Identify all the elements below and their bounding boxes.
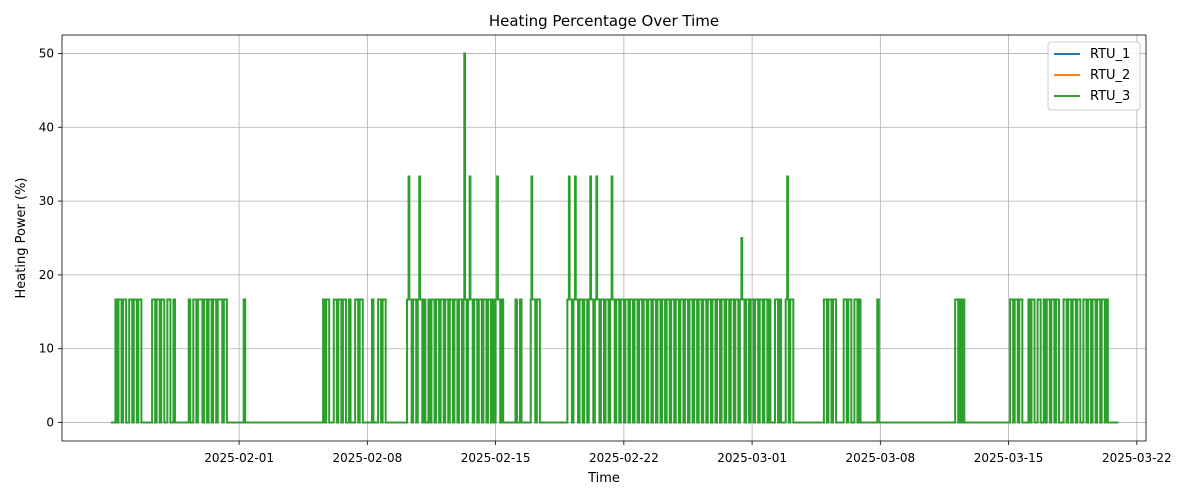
plot-frame — [61, 34, 1147, 442]
y-tick-label: 30 — [39, 194, 54, 208]
chart-title: Heating Percentage Over Time — [489, 12, 719, 30]
x-tick-label: 2025-03-08 — [845, 451, 915, 465]
legend-box — [1047, 41, 1141, 111]
y-tick-label: 20 — [39, 268, 54, 282]
y-tick-label: 50 — [39, 46, 54, 60]
x-tick-label: 2025-02-15 — [461, 451, 531, 465]
y-tick-label: 40 — [39, 120, 54, 134]
legend-label-rtu-2: RTU_2 — [1090, 68, 1130, 83]
legend-label-rtu-3: RTU_3 — [1090, 89, 1130, 104]
legend-label-rtu-1: RTU_1 — [1090, 47, 1130, 62]
series-line-rtu-3 — [110, 52, 1119, 424]
plot-lines — [110, 52, 1119, 424]
x-axis: 2025-02-01 2025-02-08 2025-02-15 2025-02-22… — [204, 441, 1172, 465]
y-tick-label: 10 — [39, 342, 54, 356]
y-axis: 0 10 20 30 40 50 — [39, 46, 62, 430]
y-tick-label: 0 — [46, 416, 54, 430]
legend: RTU_1 RTU_2 RTU_3 — [1047, 41, 1141, 111]
x-tick-label: 2025-02-01 — [204, 451, 274, 465]
x-tick-label: 2025-03-15 — [974, 451, 1044, 465]
grid-lines — [62, 35, 1146, 441]
x-tick-label: 2025-03-01 — [717, 451, 787, 465]
y-axis-label: Heating Power (%) — [14, 177, 29, 298]
x-tick-label: 2025-02-22 — [589, 451, 659, 465]
x-tick-label: 2025-02-08 — [332, 451, 402, 465]
x-axis-label: Time — [587, 471, 620, 486]
x-tick-label: 2025-03-22 — [1102, 451, 1172, 465]
